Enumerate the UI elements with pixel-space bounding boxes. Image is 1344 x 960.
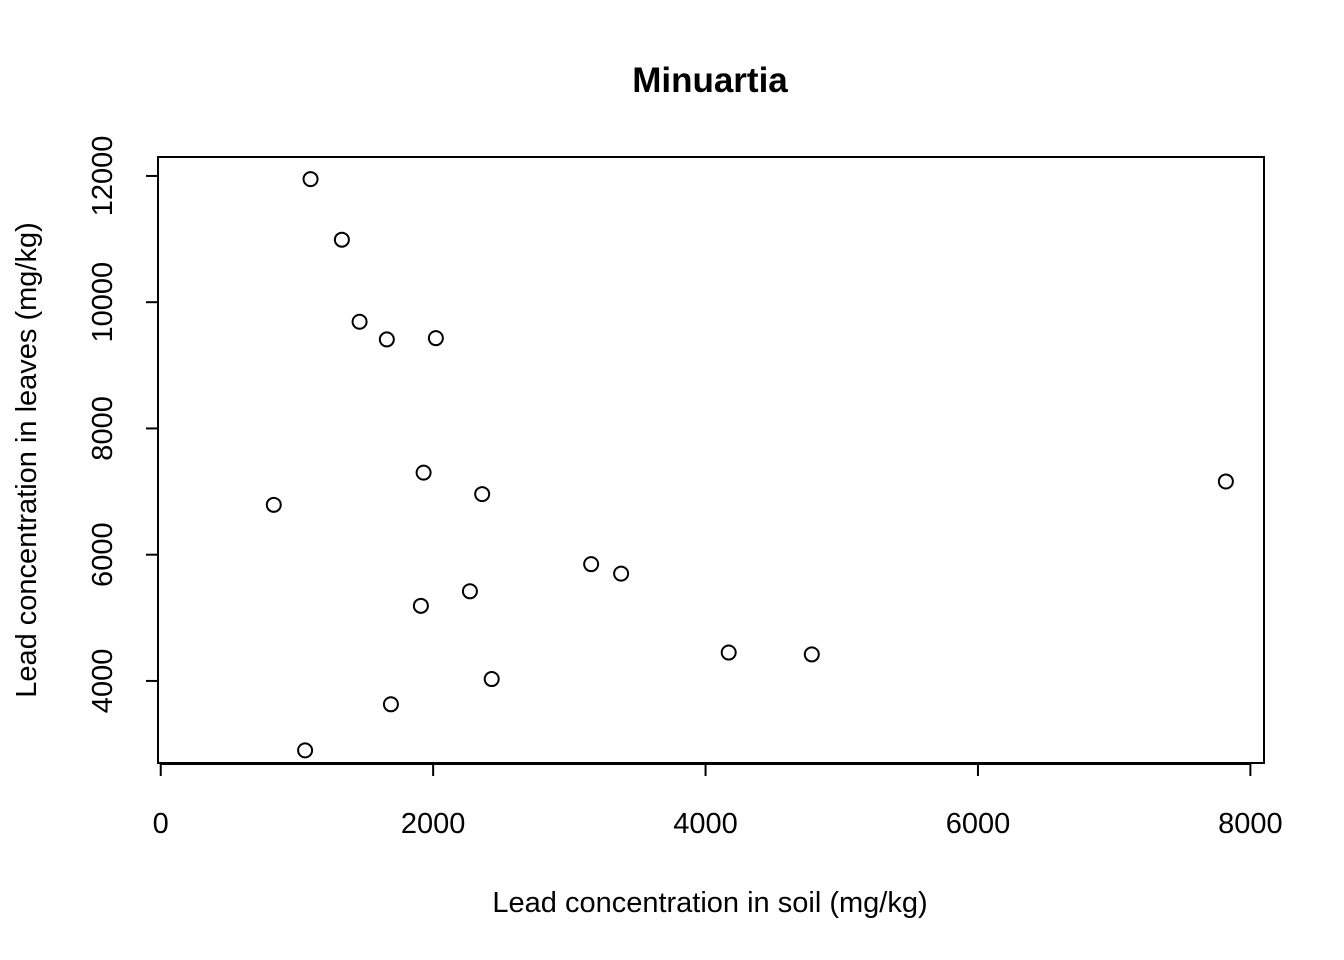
scatter-point xyxy=(378,331,395,348)
scatter-point xyxy=(412,597,429,614)
y-tick-label: 4000 xyxy=(87,649,119,714)
scatter-point xyxy=(265,496,282,513)
y-axis: 4000 6000 8000 10000 12000 xyxy=(87,136,159,714)
scatter-point xyxy=(803,646,820,663)
scatter-point xyxy=(720,644,737,661)
scatter-point xyxy=(613,565,630,582)
scatter-point xyxy=(382,696,399,713)
y-tick-label: 6000 xyxy=(87,522,119,587)
scatter-point xyxy=(474,486,491,503)
x-tick-label: 0 xyxy=(153,808,169,840)
scatter-point xyxy=(302,171,319,188)
data-points xyxy=(265,171,1234,759)
scatter-point xyxy=(427,330,444,347)
y-axis-label: Lead concentration in leaves (mg/kg) xyxy=(11,222,43,698)
x-tick-label: 4000 xyxy=(673,808,738,840)
scatter-point xyxy=(333,231,350,248)
x-tick-label: 2000 xyxy=(401,808,466,840)
chart-title: Minuartia xyxy=(632,61,788,100)
scatter-point xyxy=(461,583,478,600)
scatter-point xyxy=(351,313,368,330)
plot-area-frame xyxy=(157,156,1265,764)
x-axis: 0 2000 4000 6000 8000 xyxy=(153,763,1283,840)
y-tick-label: 10000 xyxy=(87,262,119,343)
x-tick-label: 8000 xyxy=(1218,808,1283,840)
scatter-point xyxy=(415,464,432,481)
y-tick-label: 12000 xyxy=(87,136,119,217)
y-tick-label: 8000 xyxy=(87,396,119,461)
x-tick-label: 6000 xyxy=(946,808,1011,840)
scatter-point xyxy=(483,671,500,688)
scatter-point xyxy=(297,742,314,759)
x-axis-label: Lead concentration in soil (mg/kg) xyxy=(492,887,927,919)
scatter-point xyxy=(1217,473,1234,490)
scatter-point xyxy=(583,556,600,573)
